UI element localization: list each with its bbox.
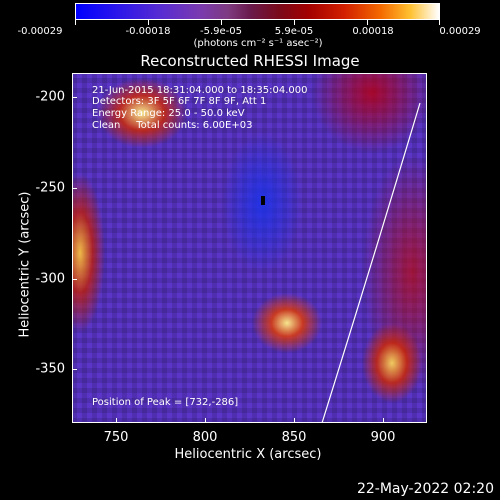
rhessi-image: 21-Jun-2015 18:31:04.000 to 18:35:04.000… xyxy=(72,73,427,423)
y-tick-label: -350 xyxy=(35,361,65,377)
x-axis-label: Heliocentric X (arcsec) xyxy=(174,447,322,462)
y-tick-label: -250 xyxy=(35,180,65,196)
info-energy: Energy Range: 25.0 - 50.0 keV xyxy=(92,108,245,119)
info-peak: Position of Peak = [732,-286] xyxy=(92,397,239,408)
x-tick-label: 900 xyxy=(370,430,396,445)
y-tick-label: -200 xyxy=(35,89,65,105)
x-tick-label: 800 xyxy=(192,430,218,445)
info-clean: Clean Total counts: 6.00E+03 xyxy=(92,120,253,131)
colorbar-tick-label: -5.9e-05 xyxy=(200,26,242,37)
colorbar-tick-label: -0.00029 xyxy=(17,26,63,37)
info-time: 21-Jun-2015 18:31:04.000 to 18:35:04.000 xyxy=(92,85,308,96)
y-tick-label: -300 xyxy=(35,271,65,287)
y-axis-label: Heliocentric Y (arcsec) xyxy=(17,191,33,338)
info-detectors: Detectors: 3F 5F 6F 7F 8F 9F, Att 1 xyxy=(92,96,267,107)
limb-curve xyxy=(321,102,421,423)
x-tick-label: 750 xyxy=(103,430,129,445)
colorbar-tick-label: 0.00018 xyxy=(352,26,394,37)
x-tick-label: 850 xyxy=(281,430,307,445)
peak-marker xyxy=(261,196,265,205)
colorbar-tick-label: 0.00029 xyxy=(439,26,481,37)
colorbar-units: (photons cm⁻² s⁻¹ asec⁻²) xyxy=(193,38,323,49)
plot-title: Reconstructed RHESSI Image xyxy=(140,52,360,70)
timestamp: 22-May-2022 02:20 xyxy=(356,481,494,497)
plot-frame xyxy=(72,73,427,423)
colorbar-tick-label: 5.9e-05 xyxy=(274,26,314,37)
colorbar xyxy=(75,3,440,20)
colorbar-tick-label: -0.00018 xyxy=(125,26,171,37)
